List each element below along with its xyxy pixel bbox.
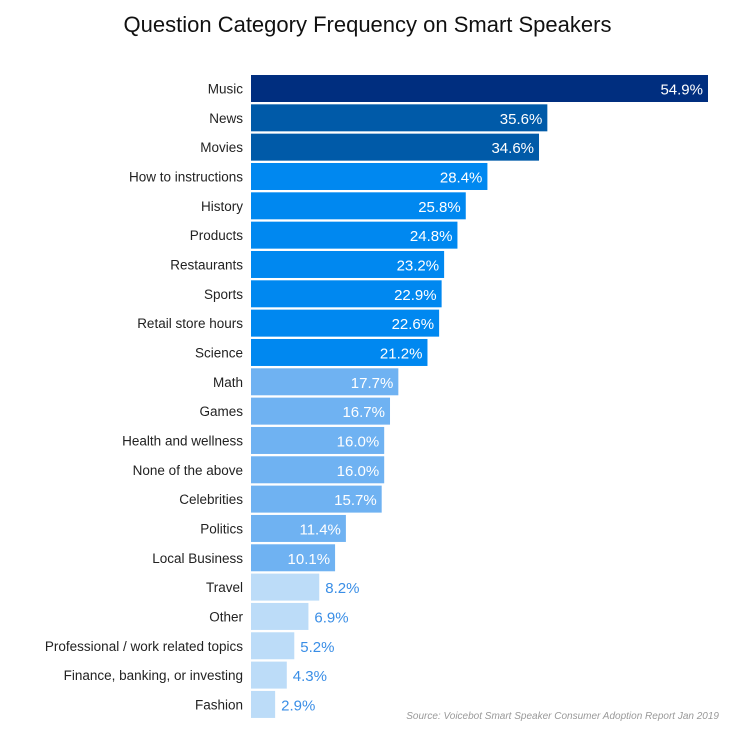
data-label: 21.2% <box>380 345 423 362</box>
bar <box>251 602 309 630</box>
category-label: Math <box>213 375 243 390</box>
source-note: Source: Voicebot Smart Speaker Consumer … <box>406 711 719 722</box>
category-label: None of the above <box>133 463 243 478</box>
category-label: Other <box>209 609 243 624</box>
data-label: 16.7% <box>342 404 385 421</box>
category-label: Games <box>199 404 243 419</box>
category-label: Travel <box>206 580 243 595</box>
data-label: 35.6% <box>500 111 543 128</box>
category-label: Products <box>190 228 244 243</box>
bar <box>251 75 708 102</box>
data-label: 11.4% <box>299 521 340 538</box>
data-label: 23.2% <box>397 257 440 274</box>
bar <box>251 426 385 454</box>
data-label: 22.9% <box>394 287 437 304</box>
data-label: 22.6% <box>392 316 435 333</box>
data-label: 16.0% <box>337 463 380 480</box>
category-label: How to instructions <box>129 169 243 184</box>
bar <box>251 104 548 132</box>
bar <box>251 690 276 718</box>
data-label: 10.1% <box>288 551 331 568</box>
category-label: News <box>209 111 243 126</box>
category-label: Retail store hours <box>137 316 243 331</box>
data-label: 5.2% <box>300 639 334 656</box>
category-label: Fashion <box>195 697 243 712</box>
bar <box>251 485 382 513</box>
bar <box>251 221 458 249</box>
bar <box>251 456 385 484</box>
bar <box>251 250 445 278</box>
bar <box>251 368 399 396</box>
category-label: History <box>201 199 243 214</box>
data-label: 6.9% <box>314 609 348 626</box>
bar <box>251 661 287 689</box>
bar <box>251 133 540 161</box>
bar <box>251 309 440 337</box>
category-label: Sports <box>204 287 243 302</box>
category-label: Restaurants <box>170 257 243 272</box>
bar <box>251 162 488 190</box>
data-label: 34.6% <box>491 140 534 157</box>
data-label: 4.3% <box>293 668 327 685</box>
data-label: 2.9% <box>281 697 315 714</box>
bar <box>251 544 336 572</box>
bar <box>251 397 391 425</box>
bar <box>251 280 442 308</box>
category-label: Celebrities <box>179 492 243 507</box>
data-label: 25.8% <box>418 199 461 216</box>
bar <box>251 632 295 660</box>
category-label: Finance, banking, or investing <box>64 668 243 683</box>
data-label: 24.8% <box>410 228 453 245</box>
bar <box>251 573 320 601</box>
bar <box>251 514 346 542</box>
category-label: Politics <box>200 521 243 536</box>
data-label: 16.0% <box>337 433 380 450</box>
data-label: 54.9% <box>660 82 703 99</box>
data-label: 15.7% <box>334 492 377 509</box>
category-label: Health and wellness <box>122 433 243 448</box>
data-label: 28.4% <box>440 169 483 186</box>
bar <box>251 338 428 366</box>
data-label: 8.2% <box>325 580 359 597</box>
data-label: 17.7% <box>351 375 394 392</box>
category-label: Local Business <box>152 551 243 566</box>
category-label: Professional / work related topics <box>45 639 243 654</box>
category-label: Music <box>208 82 244 97</box>
chart-title: Question Category Frequency on Smart Spe… <box>123 12 612 37</box>
category-label: Movies <box>200 140 243 155</box>
category-label: Science <box>195 345 243 360</box>
bar <box>251 192 466 220</box>
